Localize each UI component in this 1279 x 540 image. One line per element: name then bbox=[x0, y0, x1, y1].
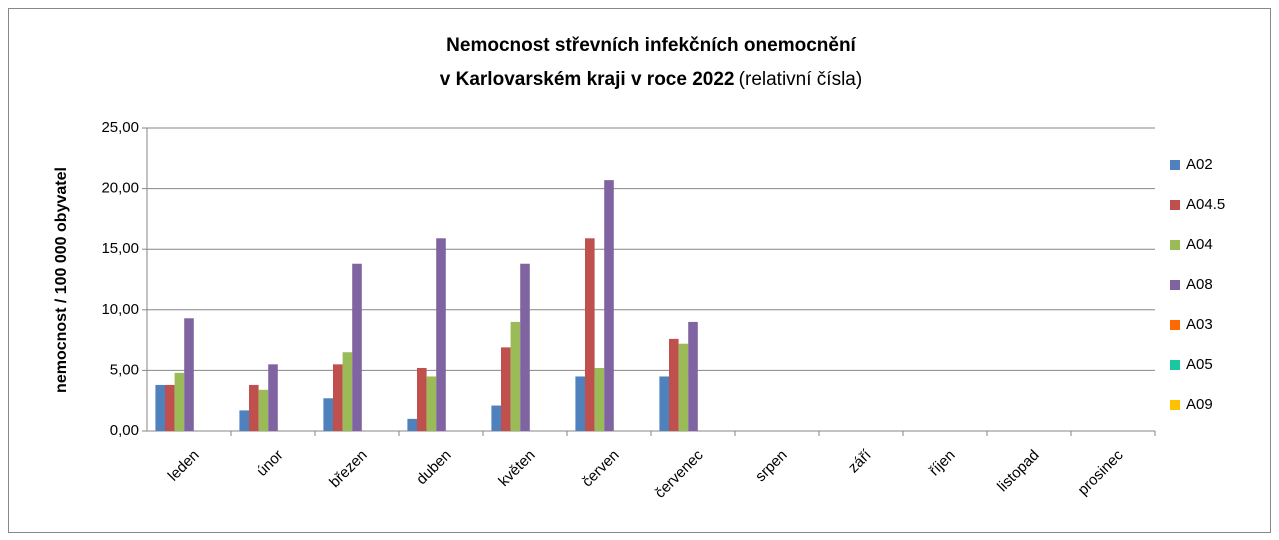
bar bbox=[436, 238, 446, 431]
bar bbox=[575, 376, 585, 431]
bar bbox=[678, 343, 689, 431]
bar bbox=[604, 180, 614, 431]
legend-swatch bbox=[1170, 360, 1180, 370]
bar bbox=[510, 321, 521, 431]
y-tick-label: 10,00 bbox=[101, 301, 139, 318]
bar bbox=[155, 384, 165, 431]
y-tick-label: 25,00 bbox=[101, 119, 139, 136]
legend-swatch bbox=[1170, 240, 1180, 250]
bar bbox=[407, 418, 417, 431]
bar bbox=[342, 352, 353, 431]
bar bbox=[268, 364, 278, 431]
chart-subtitle: (relativní čísla) bbox=[739, 69, 863, 90]
bar bbox=[426, 376, 437, 431]
bar bbox=[417, 367, 427, 431]
bar bbox=[249, 384, 259, 431]
legend-swatch bbox=[1170, 160, 1180, 170]
bar bbox=[323, 398, 333, 431]
y-axis-title: nemocnost / 100 000 obyvatel bbox=[53, 167, 70, 393]
y-tick-label: 5,00 bbox=[110, 361, 139, 378]
legend-label: A04.5 bbox=[1186, 196, 1225, 213]
bar bbox=[501, 347, 511, 431]
y-tick-label: 15,00 bbox=[101, 240, 139, 257]
bar bbox=[239, 410, 249, 431]
legend-label: A08 bbox=[1186, 276, 1213, 293]
bar bbox=[659, 376, 669, 431]
chart-title: v Karlovarském kraji v roce 2022 bbox=[440, 69, 735, 90]
y-tick-label: 20,00 bbox=[101, 180, 139, 197]
legend-swatch bbox=[1170, 400, 1180, 410]
legend-swatch bbox=[1170, 320, 1180, 330]
legend-label: A04 bbox=[1186, 236, 1213, 253]
legend-label: A02 bbox=[1186, 156, 1213, 173]
y-tick-label: 0,00 bbox=[110, 422, 139, 439]
bar bbox=[174, 372, 185, 431]
legend-swatch bbox=[1170, 280, 1180, 290]
bar bbox=[184, 318, 194, 431]
bar bbox=[594, 367, 605, 431]
legend-label: A09 bbox=[1186, 396, 1213, 413]
bar bbox=[165, 384, 175, 431]
bar bbox=[669, 338, 679, 431]
legend-label: A03 bbox=[1186, 316, 1213, 333]
bar bbox=[688, 321, 698, 431]
bar bbox=[258, 389, 269, 431]
bar bbox=[520, 263, 530, 431]
chart-border bbox=[8, 8, 1271, 533]
chart-title-line: v Karlovarském kraji v roce 2022 (relati… bbox=[440, 69, 862, 90]
bar bbox=[585, 238, 595, 431]
chart-title: Nemocnost střevních infekčních onemocněn… bbox=[446, 35, 856, 56]
legend-label: A05 bbox=[1186, 356, 1213, 373]
bar bbox=[352, 263, 362, 431]
bar bbox=[491, 405, 501, 431]
legend-swatch bbox=[1170, 200, 1180, 210]
bar bbox=[333, 364, 343, 431]
